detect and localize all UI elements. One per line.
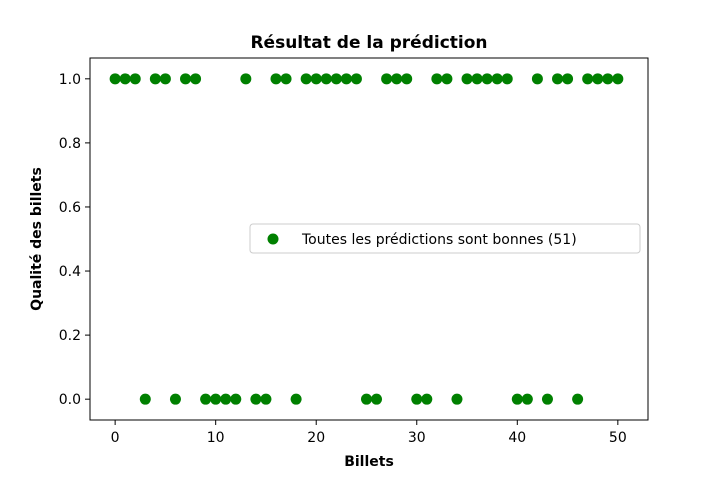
- data-point: [401, 73, 413, 85]
- y-tick-label: 0.6: [59, 200, 81, 216]
- data-point: [350, 73, 362, 85]
- y-tick-label: 1.0: [59, 72, 81, 88]
- y-axis-label: Qualité des billets: [29, 167, 45, 311]
- legend: Toutes les prédictions sont bonnes (51): [249, 223, 641, 254]
- data-point: [531, 73, 543, 85]
- data-point: [541, 393, 553, 405]
- data-point: [461, 73, 473, 85]
- x-axis-label: Billets: [344, 454, 394, 470]
- x-tick-label: 50: [609, 430, 627, 446]
- data-point: [149, 73, 161, 85]
- data-point: [159, 73, 171, 85]
- data-point: [139, 393, 151, 405]
- data-point: [381, 73, 393, 85]
- y-tick-label: 0.0: [59, 392, 81, 408]
- y-tick-label: 0.8: [59, 136, 81, 152]
- data-point: [612, 73, 624, 85]
- data-point: [371, 393, 383, 405]
- y-axis-ticks: 0.0 0.2 0.4 0.6 0.8 1.0: [59, 72, 90, 408]
- data-point: [180, 73, 192, 85]
- data-point: [169, 393, 181, 405]
- data-point: [340, 73, 352, 85]
- data-point: [270, 73, 282, 85]
- data-point: [300, 73, 312, 85]
- data-point: [320, 73, 332, 85]
- data-point: [220, 393, 232, 405]
- chart-title: Résultat de la prédiction: [250, 33, 487, 53]
- data-point: [109, 73, 121, 85]
- data-point: [310, 73, 322, 85]
- data-point: [421, 393, 433, 405]
- data-point: [330, 73, 342, 85]
- data-point: [441, 73, 453, 85]
- plot-frame: [89, 57, 649, 421]
- data-point: [552, 73, 564, 85]
- y-tick-label: 0.4: [59, 264, 81, 280]
- data-point: [471, 73, 483, 85]
- data-point: [360, 393, 372, 405]
- legend-entry-label: Toutes les prédictions sont bonnes (51): [301, 232, 577, 248]
- data-point: [230, 393, 242, 405]
- data-point: [602, 73, 614, 85]
- data-point: [431, 73, 443, 85]
- data-point: [511, 393, 523, 405]
- data-point: [451, 393, 463, 405]
- x-tick-label: 30: [408, 430, 426, 446]
- data-points: [109, 73, 624, 405]
- data-point: [562, 73, 574, 85]
- legend-box: [249, 223, 641, 254]
- data-point: [119, 73, 131, 85]
- x-tick-label: 0: [111, 430, 120, 446]
- legend-marker: [267, 233, 279, 245]
- data-point: [190, 73, 202, 85]
- data-point: [290, 393, 302, 405]
- x-tick-label: 10: [207, 430, 225, 446]
- data-point: [129, 73, 141, 85]
- data-point: [260, 393, 272, 405]
- data-point: [521, 393, 533, 405]
- x-tick-label: 40: [508, 430, 526, 446]
- data-point: [240, 73, 252, 85]
- y-tick-label: 0.2: [59, 328, 81, 344]
- x-tick-label: 20: [307, 430, 325, 446]
- data-point: [200, 393, 212, 405]
- data-point: [491, 73, 503, 85]
- data-point: [592, 73, 604, 85]
- data-point: [481, 73, 493, 85]
- x-axis-ticks: 0 10 20 30 40 50: [111, 420, 627, 446]
- data-point: [411, 393, 423, 405]
- data-point: [501, 73, 513, 85]
- data-point: [250, 393, 262, 405]
- data-point: [572, 393, 584, 405]
- data-point: [210, 393, 222, 405]
- data-point: [280, 73, 292, 85]
- data-point: [391, 73, 403, 85]
- data-point: [582, 73, 594, 85]
